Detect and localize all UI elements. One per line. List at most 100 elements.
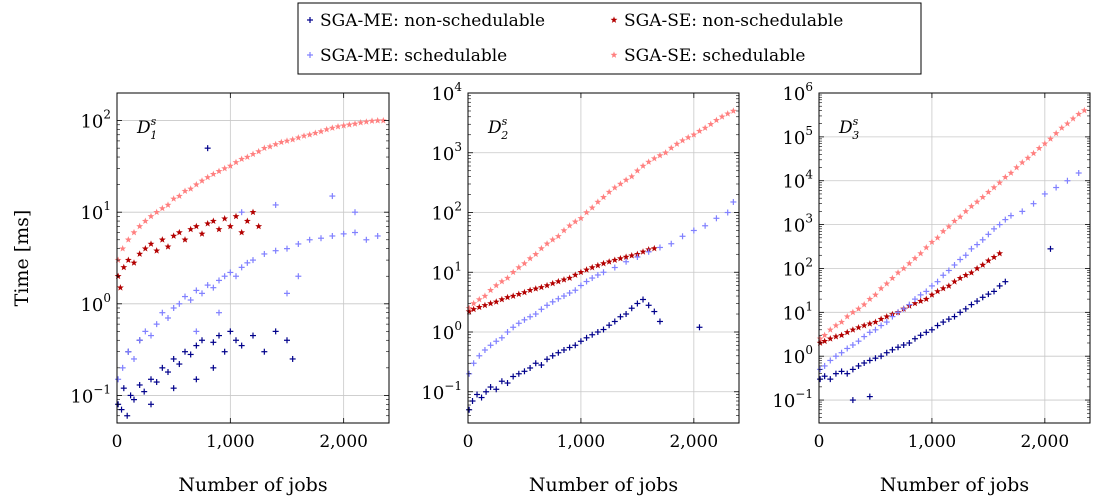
- data-point: [114, 272, 122, 280]
- data-point: [843, 328, 851, 336]
- panel-label: Ds 1: [136, 115, 157, 142]
- data-point: [175, 192, 183, 199]
- x-axis-label: Number of jobs: [880, 474, 1029, 496]
- y-tick-label: 101: [80, 199, 111, 224]
- data-point: [532, 311, 539, 318]
- series: [466, 198, 737, 377]
- data-point: [153, 321, 160, 328]
- data-point: [1063, 120, 1071, 127]
- data-point: [962, 207, 970, 215]
- data-point: [990, 183, 998, 191]
- data-point: [1069, 115, 1077, 122]
- data-point: [329, 193, 336, 200]
- data-point: [872, 355, 879, 362]
- data-point: [855, 362, 862, 369]
- data-point: [611, 264, 618, 271]
- panel-label: Ds 2: [487, 115, 508, 142]
- data-point: [521, 288, 528, 296]
- data-point: [124, 412, 131, 419]
- data-point: [827, 376, 834, 383]
- data-point: [120, 263, 128, 271]
- x-tick-label: 2,000: [1020, 432, 1069, 452]
- chart-panel: 10−1 100 101 102 0 1,000 2,000 Ds 1 Number of job…: [11, 92, 390, 496]
- data-point: [872, 291, 879, 298]
- data-point: [878, 322, 885, 329]
- data-point: [917, 249, 925, 257]
- data-point: [905, 259, 913, 267]
- data-point: [136, 250, 144, 257]
- data-point: [951, 313, 958, 320]
- data-point: [493, 386, 500, 393]
- data-point: [984, 257, 992, 264]
- plot-frame: [116, 92, 390, 424]
- data-point: [968, 245, 975, 252]
- data-point: [492, 281, 500, 289]
- data-point: [985, 291, 992, 298]
- data-point: [827, 357, 834, 364]
- data-point: [1041, 140, 1049, 147]
- y-axis-label: Time [ms]: [11, 210, 33, 307]
- series: [817, 170, 1082, 373]
- data-point: [991, 288, 998, 295]
- data-point: [611, 256, 619, 263]
- data-point: [713, 215, 720, 222]
- data-point: [483, 388, 490, 395]
- data-point: [243, 217, 251, 224]
- data-point: [1035, 144, 1043, 152]
- data-point: [712, 116, 720, 124]
- data-point: [549, 352, 556, 359]
- data-point: [498, 334, 505, 341]
- data-point: [131, 396, 137, 403]
- data-point: [640, 296, 647, 303]
- data-point: [679, 136, 686, 144]
- data-point: [628, 172, 636, 180]
- data-point: [492, 298, 500, 305]
- data-point: [300, 132, 308, 139]
- data-point: [1013, 163, 1021, 171]
- data-point: [560, 276, 568, 283]
- data-point: [866, 393, 873, 400]
- data-point: [527, 364, 534, 371]
- data-point: [996, 282, 1003, 289]
- data-point: [628, 305, 635, 312]
- data-point: [611, 184, 619, 191]
- data-point: [544, 302, 551, 309]
- data-point: [527, 313, 534, 320]
- data-point: [266, 143, 274, 150]
- data-point: [124, 236, 132, 243]
- data-point: [1041, 190, 1048, 197]
- data-point: [549, 298, 556, 305]
- data-point: [690, 227, 697, 234]
- data-point: [345, 121, 353, 128]
- data-point: [544, 356, 551, 363]
- data-point: [498, 295, 506, 303]
- data-point: [634, 300, 641, 307]
- data-point: [261, 348, 268, 355]
- data-point: [498, 378, 505, 385]
- data-point: [633, 167, 641, 174]
- data-point: [855, 323, 862, 331]
- data-point: [210, 364, 217, 371]
- data-point: [594, 329, 601, 336]
- data-point: [209, 170, 217, 178]
- data-point: [577, 268, 585, 276]
- data-point: [272, 247, 279, 254]
- data-point: [318, 235, 324, 242]
- data-point: [628, 252, 636, 259]
- data-point: [718, 113, 726, 120]
- data-point: [651, 308, 658, 315]
- y-tick-label: 102: [782, 255, 813, 280]
- data-point: [487, 384, 494, 391]
- data-point: [351, 120, 359, 127]
- data-point: [221, 215, 229, 222]
- data-point: [855, 338, 862, 345]
- data-point: [583, 266, 590, 273]
- data-point: [1047, 245, 1054, 252]
- data-point: [583, 208, 590, 216]
- data-point: [917, 291, 924, 298]
- data-point: [538, 306, 545, 313]
- data-point: [232, 158, 240, 166]
- data-point: [589, 275, 596, 282]
- data-point: [538, 362, 545, 369]
- data-point: [255, 147, 263, 155]
